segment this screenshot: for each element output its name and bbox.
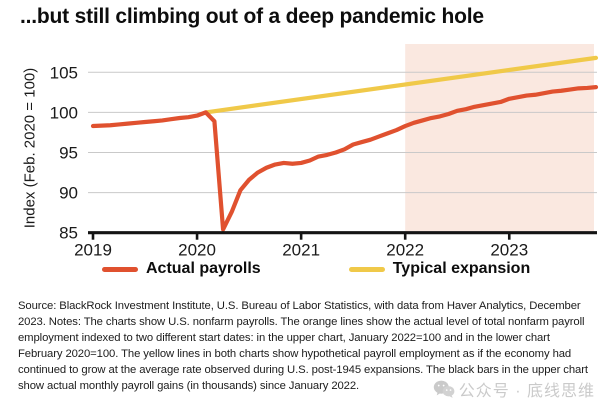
legend-label-actual-payrolls: Actual payrolls <box>146 260 261 277</box>
legend-item-typical-expansion: Typical expansion <box>348 260 531 278</box>
typical-expansion-line-swatch <box>348 266 385 272</box>
watermark-text: 公众号 · 底线思维 <box>458 383 595 400</box>
y-tick-85: 85 <box>59 224 78 243</box>
x-tick-label-2019: 2019 <box>74 241 112 258</box>
x-tick-label-2022: 2022 <box>386 241 424 258</box>
page-title: ...but still climbing out of a deep pand… <box>20 5 484 28</box>
y-tick-95: 95 <box>59 144 78 163</box>
y-tick-105: 105 <box>50 63 78 82</box>
actual-payrolls-line-swatch <box>102 266 138 272</box>
shaded-region-2022-onward <box>405 44 594 232</box>
wechat-icon <box>433 380 455 398</box>
legend-label-typical-expansion: Typical expansion <box>392 260 531 277</box>
y-tick-100: 100 <box>50 103 78 122</box>
y-tick-90: 90 <box>59 184 78 203</box>
x-tick-label-2020: 2020 <box>178 241 216 258</box>
chart-legend: Actual payrolls Typical expansion <box>0 260 600 278</box>
source-notes: Source: BlackRock Investment Institute, … <box>18 300 588 393</box>
typical-expansion-line <box>203 55 599 115</box>
payrolls-line-chart: 85 90 95 100 105 2019 2020 2021 2022 2023 <box>50 44 599 258</box>
legend-item-actual-payrolls: Actual payrolls <box>102 260 261 278</box>
watermark: 公众号 · 底线思维 <box>433 377 595 401</box>
x-tick-label-2021: 2021 <box>282 241 320 258</box>
x-tick-label-2023: 2023 <box>490 241 528 258</box>
actual-payrolls-line <box>90 85 599 232</box>
